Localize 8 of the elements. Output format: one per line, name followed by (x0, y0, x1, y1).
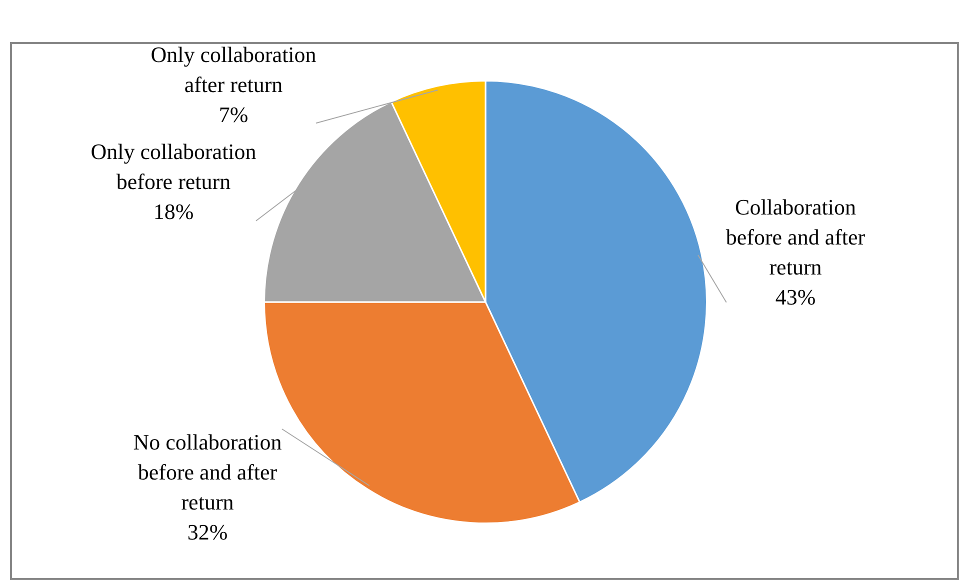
data-label: 7% (218, 102, 248, 127)
data-label: 18% (153, 199, 194, 224)
data-label: 43% (775, 284, 816, 310)
slice-label: No collaboration before and after return (133, 430, 282, 515)
slice-label: Only collaboration after return (150, 42, 316, 97)
slice-label: Only collaboration before return (90, 139, 256, 194)
slice-label: Collaboration before and after return (726, 194, 866, 280)
data-label: 32% (187, 520, 228, 545)
